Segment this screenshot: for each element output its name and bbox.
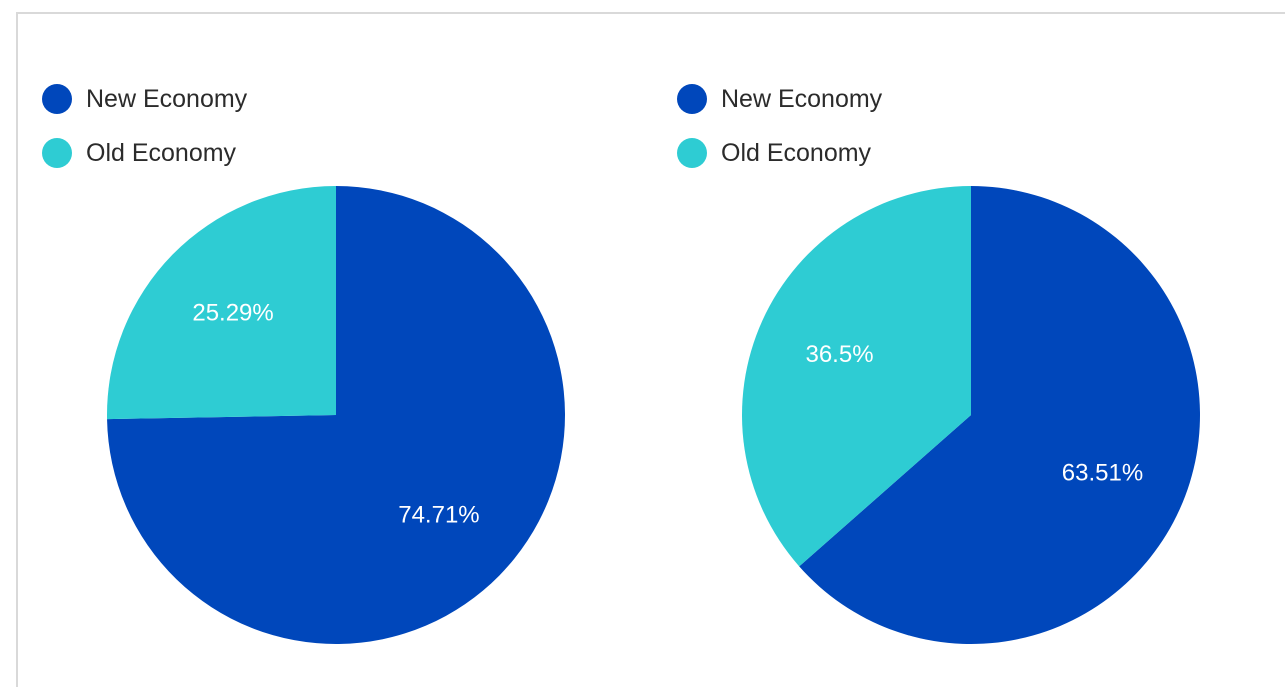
legend-item-old-economy[interactable]: Old Economy <box>42 126 247 180</box>
slice-data-label: 25.29% <box>192 299 273 326</box>
legend-item-old-economy[interactable]: Old Economy <box>677 126 882 180</box>
legend-item-new-economy[interactable]: New Economy <box>42 72 247 126</box>
pie-slice-old-economy[interactable] <box>107 186 336 420</box>
legend: New Economy Old Economy <box>677 72 882 180</box>
pie-svg: 63.51% 36.5% <box>742 186 1200 644</box>
pie-chart-right: New Economy Old Economy 63.51% 36.5% <box>635 0 1270 687</box>
pie-svg: 74.71% 25.29% <box>107 186 565 644</box>
pie-chart-left: New Economy Old Economy 74.71% 25.29% <box>0 0 635 687</box>
legend-label: New Economy <box>86 84 248 113</box>
legend-swatch-new-economy <box>677 84 707 114</box>
legend-swatch-old-economy <box>42 138 72 168</box>
legend-label: Old Economy <box>86 138 237 167</box>
legend-item-new-economy[interactable]: New Economy <box>677 72 882 126</box>
chart-frame <box>16 12 1285 687</box>
pie-slice-new-economy[interactable] <box>107 186 565 644</box>
legend-label: New Economy <box>721 84 883 113</box>
legend-label: Old Economy <box>721 138 872 167</box>
legend-swatch-new-economy <box>42 84 72 114</box>
pie-slice-old-economy[interactable] <box>742 186 971 567</box>
legend: New Economy Old Economy <box>42 72 247 180</box>
slice-data-label: 36.5% <box>805 341 873 368</box>
slice-data-label: 63.51% <box>1062 460 1143 487</box>
pie-slice-new-economy[interactable] <box>799 186 1200 644</box>
legend-swatch-old-economy <box>677 138 707 168</box>
slice-data-label: 74.71% <box>398 501 479 528</box>
